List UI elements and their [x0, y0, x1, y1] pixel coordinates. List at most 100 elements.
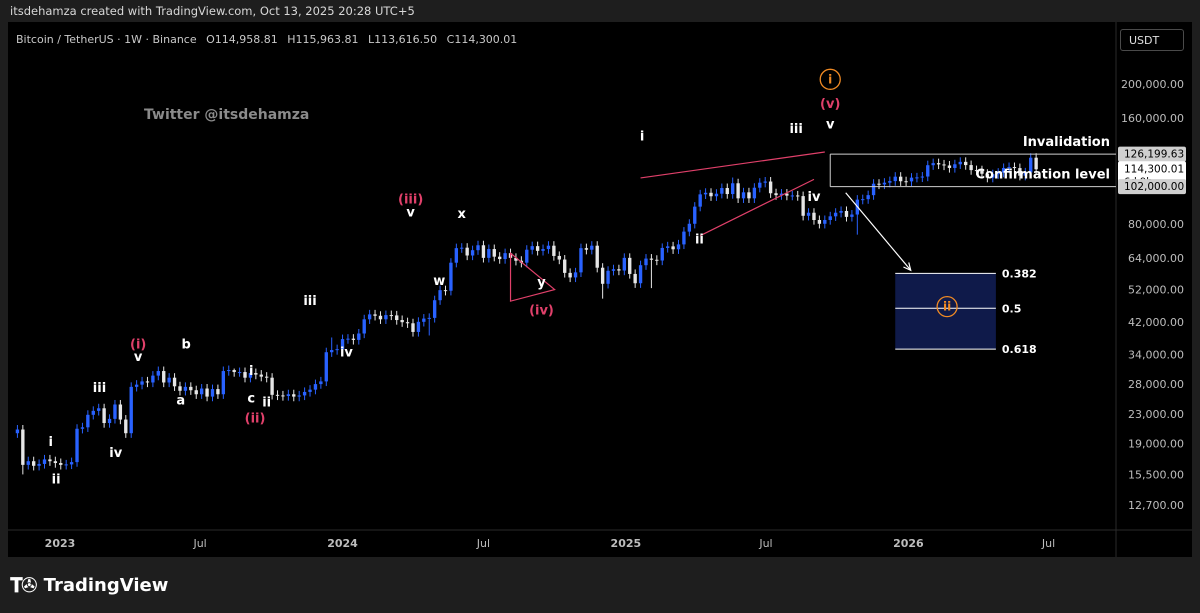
wave-label: iii [93, 381, 106, 396]
wave-label: i [48, 435, 52, 450]
candle-body [611, 269, 616, 271]
candle-body [151, 375, 155, 383]
candle-body [129, 386, 133, 434]
y-tick-label: 34,000.00 [1128, 348, 1184, 361]
price-badge-label: 102,000.00 [1124, 181, 1184, 193]
candle-body [498, 256, 502, 260]
candle-body [655, 259, 659, 261]
candle-body [525, 249, 529, 263]
candle-body [644, 258, 648, 266]
triangle-pattern [509, 251, 556, 302]
candle-body [113, 404, 117, 419]
candle-body [573, 272, 578, 278]
candle-body [931, 163, 935, 166]
ohlc-close: C114,300.01 [446, 33, 518, 46]
candle-body [194, 390, 198, 395]
candle-body [384, 315, 388, 320]
wave-label: ii [695, 233, 704, 248]
candle-body [335, 349, 339, 351]
candle-body [850, 214, 854, 217]
top-bar [0, 0, 1200, 22]
candle-body [898, 176, 903, 182]
candle-body [432, 300, 437, 318]
candle-body [405, 322, 410, 324]
wedge-lower-line [699, 178, 815, 237]
wave-label: (i) [130, 337, 146, 352]
candle-body [42, 459, 47, 464]
candle-body [265, 376, 269, 378]
candle-body [980, 170, 984, 174]
x-tick-label: Jul [758, 537, 772, 550]
candle-body [828, 216, 832, 221]
candle-body [281, 395, 285, 397]
candle-body [302, 391, 307, 396]
candle-body [1012, 167, 1017, 169]
candle-body [779, 193, 784, 196]
candle-body [638, 265, 643, 284]
candle-body [465, 247, 469, 256]
candle-body [606, 270, 610, 284]
candle-body [357, 333, 361, 340]
candle-body [205, 388, 209, 397]
candle-body [156, 371, 160, 376]
symbol-name[interactable]: Bitcoin / TetherUS · 1W · Binance [16, 33, 197, 46]
currency-button[interactable]: USDT [1120, 29, 1184, 51]
candle-body [942, 164, 946, 166]
candle-body [617, 269, 621, 271]
x-tick-label: Jul [192, 537, 206, 550]
candle-body [535, 246, 540, 251]
candle-body [563, 259, 567, 273]
wave-label: i [249, 364, 253, 379]
candle-body [801, 196, 805, 216]
y-tick-label: 42,000.00 [1128, 316, 1184, 329]
candle-body [752, 187, 757, 199]
candle-body [178, 386, 182, 391]
candle-body [660, 247, 664, 261]
candle-body [649, 258, 654, 260]
candle-body [514, 257, 518, 261]
candle-body [600, 267, 605, 284]
candle-body [552, 245, 556, 256]
candle-body [449, 262, 453, 291]
candle-body [308, 389, 312, 392]
fib-retracement-box[interactable] [895, 273, 996, 350]
candle-body [438, 290, 442, 301]
candle-body [985, 173, 990, 178]
candle-body [248, 373, 253, 378]
candle-body [595, 245, 599, 268]
candle-body [189, 386, 193, 391]
wave-label: v [406, 205, 415, 220]
candle-body [676, 244, 681, 250]
candle-body [731, 183, 735, 195]
candle-body [833, 212, 838, 217]
candle-body [91, 410, 95, 415]
candle-body [59, 463, 63, 465]
candle-body [693, 206, 697, 224]
candle-body [909, 177, 914, 182]
candle-body [470, 250, 475, 256]
price-axis-pane[interactable] [1116, 22, 1192, 557]
candle-body [709, 192, 713, 197]
candle-body [763, 181, 767, 183]
candle-body [823, 220, 827, 224]
level-label: Confirmation level [976, 168, 1111, 183]
candle-body [145, 381, 150, 383]
candle-body [633, 273, 637, 284]
tradingview-logo-icon: 𝐓✇ [10, 573, 38, 597]
candle-body [958, 161, 962, 165]
candle-body [541, 249, 545, 251]
candle-body [31, 461, 36, 466]
candle-body [37, 463, 41, 466]
circled-wave-label: i [828, 72, 832, 86]
candle-body [422, 318, 426, 322]
wave-label: v [826, 117, 835, 132]
candle-body [454, 248, 459, 263]
candle-body [221, 371, 226, 395]
tradingview-logo: 𝐓✇ TradingView [10, 573, 168, 597]
wave-label: (iv) [529, 304, 554, 319]
candle-body [172, 377, 177, 387]
projection-arrow-line [845, 192, 912, 271]
x-tick-label: 2023 [45, 537, 76, 550]
candle-body [362, 319, 366, 334]
